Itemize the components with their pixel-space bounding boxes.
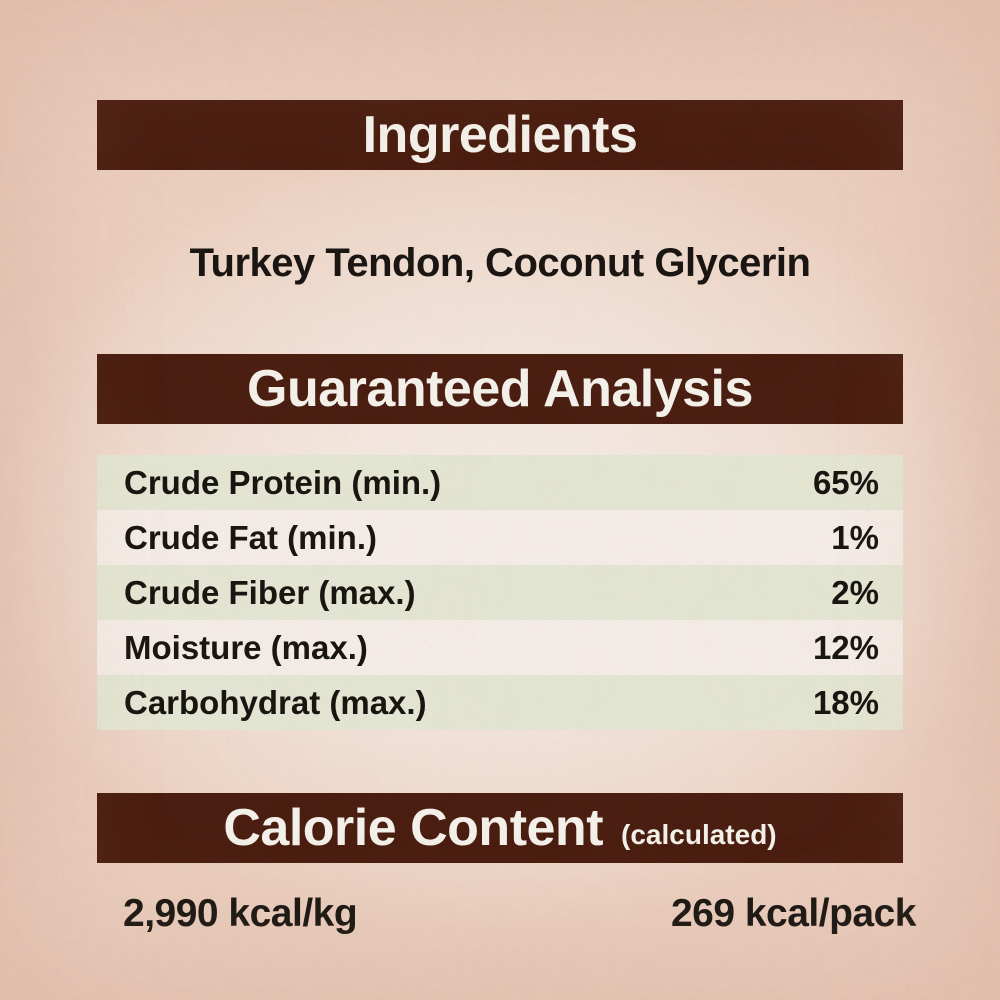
ingredients-list-text: Turkey Tendon, Coconut Glycerin: [189, 241, 811, 285]
table-row: Crude Fat (min.) 1%: [97, 510, 903, 565]
ingredients-title: Ingredients: [362, 106, 638, 164]
calorie-content-title: Calorie Content: [223, 799, 604, 857]
row-label: Crude Fat (min.): [124, 518, 377, 556]
ingredients-header-bar: Ingredients: [97, 100, 903, 170]
row-label: Moisture (max.): [124, 628, 368, 666]
row-label: Carbohydrat (max.): [124, 683, 427, 721]
guaranteed-analysis-header-bar: Guaranteed Analysis: [97, 354, 903, 424]
calorie-content-header-bar: Calorie Content (calculated): [97, 793, 903, 863]
row-value: 2%: [831, 573, 879, 611]
table-row: Crude Fiber (max.) 2%: [97, 565, 903, 620]
calorie-values-row: 2,990 kcal/kg 269 kcal/pack: [123, 892, 917, 936]
row-value: 18%: [812, 683, 879, 721]
calorie-content-subtitle: (calculated): [621, 819, 777, 850]
row-value: 65%: [812, 463, 879, 501]
table-row: Carbohydrat (max.) 18%: [97, 675, 903, 730]
guaranteed-analysis-table: Crude Protein (min.) 65% Crude Fat (min.…: [97, 455, 903, 730]
row-label: Crude Protein (min.): [124, 463, 442, 501]
row-value: 12%: [812, 628, 879, 666]
row-value: 1%: [831, 518, 879, 556]
row-label: Crude Fiber (max.): [124, 573, 416, 611]
calorie-per-pack: 269 kcal/pack: [670, 892, 917, 935]
table-row: Crude Protein (min.) 65%: [97, 455, 903, 510]
calorie-per-kg: 2,990 kcal/kg: [123, 892, 358, 935]
guaranteed-analysis-title: Guaranteed Analysis: [247, 360, 753, 418]
table-row: Moisture (max.) 12%: [97, 620, 903, 675]
